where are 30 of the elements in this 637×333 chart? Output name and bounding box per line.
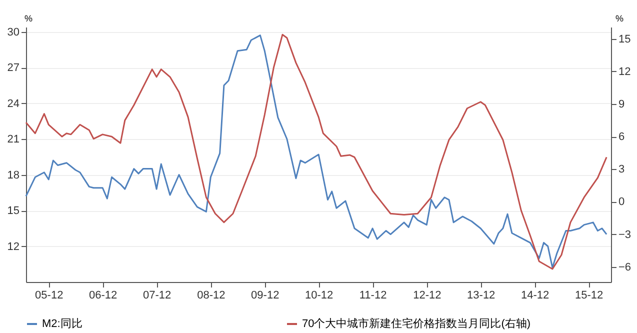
y2-tick-label: −3 [618, 228, 632, 241]
legend-label: M2:同比 [42, 317, 82, 330]
legend-label: 70个大中城市新建住宅价格指数当月同比(右轴) [302, 317, 531, 330]
y-tick-label: 24 [7, 98, 20, 110]
y2-tick-label: 15 [618, 33, 631, 46]
x-tick-label: 09-12 [251, 290, 280, 302]
x-tick-label: 12-12 [413, 290, 442, 302]
x-tick-label: 10-12 [305, 290, 334, 302]
x-tick-label: 07-12 [142, 290, 172, 302]
x-tick-label: 08-12 [197, 290, 226, 302]
y2-axis-title: % [615, 14, 624, 24]
y2-tick-label: 12 [618, 66, 631, 78]
y-tick-label: 12 [7, 240, 20, 253]
y2-tick-label: 3 [618, 164, 625, 176]
x-tick-label: 05-12 [35, 290, 64, 302]
y2-tick-label: 6 [618, 131, 625, 144]
y-tick-label: 15 [7, 205, 20, 218]
x-tick-label: 06-12 [89, 290, 118, 302]
x-tick-label: 11-12 [359, 290, 387, 302]
y2-tick-label: 0 [618, 196, 625, 208]
y2-tick-label: 9 [618, 98, 625, 111]
y2-tick-label: −6 [618, 261, 632, 274]
y-tick-label: 18 [7, 169, 20, 182]
y-tick-label: 27 [7, 62, 20, 74]
y-tick-label: 30 [7, 26, 20, 38]
x-tick-label: 15-12 [574, 290, 604, 302]
y-tick-label: 21 [7, 134, 20, 146]
y-axis-title: % [24, 14, 33, 24]
x-tick-label: 14-12 [520, 290, 550, 302]
x-tick-label: 13-12 [467, 290, 496, 302]
